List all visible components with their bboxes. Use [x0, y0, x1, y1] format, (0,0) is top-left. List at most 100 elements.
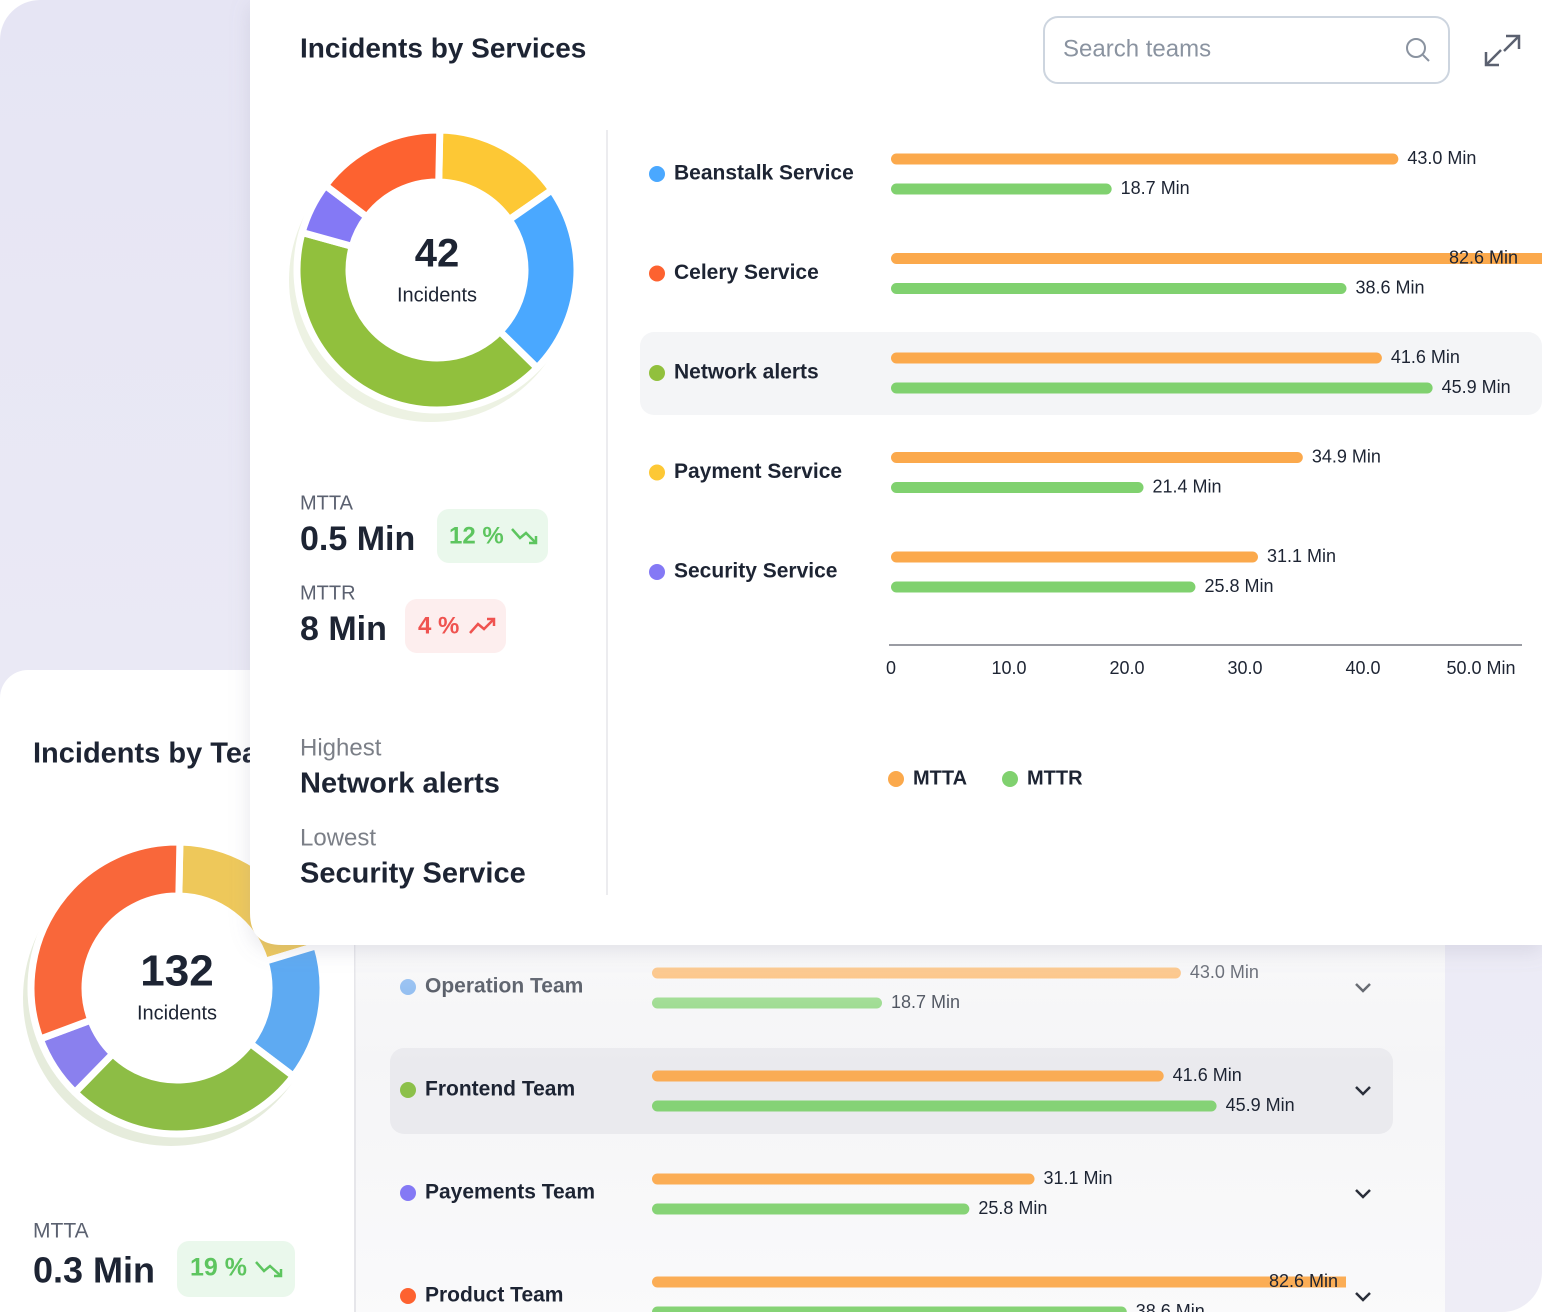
- category-label: Celery Service: [674, 261, 819, 284]
- change-value: 19 %: [190, 1254, 247, 1282]
- x-tick-label: 50.0 Min: [1446, 658, 1515, 678]
- stat-value: 8 Min: [300, 610, 387, 648]
- center-value: 42: [415, 232, 460, 276]
- trend-down-icon: [511, 528, 537, 544]
- bar: [891, 382, 1433, 394]
- services-card: Incidents by Services Search teams MTTA …: [250, 0, 1542, 945]
- stat-label: MTTA: [33, 1220, 89, 1243]
- change-badge: [437, 509, 548, 563]
- stat-value: 0.5 Min: [300, 520, 415, 558]
- bar: [891, 581, 1196, 593]
- donut-center: [88, 899, 266, 1077]
- value-label: 45.9 Min: [1442, 377, 1511, 397]
- expand-chevron: [1355, 1292, 1371, 1302]
- expand-chevron: [1355, 1086, 1371, 1096]
- search-box[interactable]: [1043, 16, 1450, 84]
- value-label: 41.6 Min: [1391, 347, 1460, 367]
- donut-segment: [293, 228, 541, 414]
- donut-segment: [321, 126, 444, 221]
- bar-group: [891, 153, 1542, 593]
- category-label: Product Team: [425, 1284, 563, 1307]
- change-badge: [177, 1241, 295, 1297]
- category-dot: [400, 1082, 416, 1098]
- trend-down-icon: [274, 1269, 283, 1278]
- bar: [652, 1203, 970, 1215]
- category-label: Frontend Team: [425, 1078, 575, 1101]
- value-label: 41.6 Min: [1173, 1065, 1242, 1085]
- category-dot: [649, 564, 665, 580]
- trend-down-icon: [529, 536, 538, 545]
- bar: [652, 1173, 1035, 1185]
- bar: [652, 1070, 1164, 1082]
- bar: [891, 482, 1144, 493]
- category-dot: [400, 1288, 416, 1304]
- value-label: 21.4 Min: [1153, 476, 1222, 496]
- category-label: Network alerts: [674, 361, 819, 384]
- trend-up-icon: [487, 617, 496, 626]
- bar: [652, 1100, 1217, 1112]
- fade-overlay: [355, 945, 1445, 1065]
- trend-up-icon: [469, 618, 495, 634]
- x-tick-label: 20.0: [1109, 658, 1144, 678]
- value-label: 38.6 Min: [1136, 1301, 1205, 1312]
- trend-down-icon: [255, 1261, 282, 1277]
- highest-value: Network alerts: [300, 768, 500, 800]
- value-label: 25.8 Min: [1204, 576, 1273, 596]
- center-value: 132: [140, 947, 213, 996]
- stat-label: MTTA: [300, 492, 354, 514]
- bar: [891, 183, 1112, 195]
- search-icon: [1406, 38, 1426, 58]
- value-label: 31.1 Min: [1267, 546, 1336, 566]
- category-dot: [400, 1185, 416, 1201]
- value-label: 34.9 Min: [1312, 446, 1381, 466]
- category-dot: [649, 464, 665, 481]
- bar: [652, 1306, 1127, 1312]
- bar: [891, 551, 1258, 563]
- expand-icon[interactable]: [1484, 34, 1521, 67]
- row-highlight: [390, 1048, 1393, 1134]
- x-tick-label: 30.0: [1227, 658, 1262, 678]
- donut-segment: [71, 1040, 297, 1138]
- bar: [652, 1276, 1346, 1288]
- change-badge: [405, 599, 506, 653]
- change-value: 12 %: [449, 522, 504, 549]
- value-label: 31.1 Min: [1044, 1168, 1113, 1188]
- search-placeholder: Search teams: [1063, 35, 1211, 62]
- category-label: Payements Team: [425, 1181, 595, 1204]
- search-icon: [1422, 54, 1430, 62]
- value-label: 43.0 Min: [1407, 148, 1476, 168]
- category-label: Payment Service: [674, 460, 842, 483]
- category-dot: [649, 166, 665, 182]
- stat-value: 0.3 Min: [33, 1250, 155, 1291]
- x-tick-label: 40.0: [1345, 658, 1380, 678]
- category-dot: [649, 365, 665, 381]
- category-dot: [649, 265, 665, 282]
- category-label: Security Service: [674, 560, 837, 583]
- expand-chevron: [1355, 1189, 1371, 1199]
- change-value: 4 %: [418, 612, 459, 639]
- category-label: Beanstalk Service: [674, 162, 854, 185]
- x-tick-label: 10.0: [991, 658, 1026, 678]
- center-label: Incidents: [137, 1002, 217, 1024]
- legend-dot: [888, 771, 904, 787]
- legend-label: MTTR: [1027, 767, 1083, 789]
- panel-title: Incidents by Services: [300, 32, 586, 63]
- value-label: 25.8 Min: [978, 1198, 1047, 1218]
- bar: [891, 153, 1399, 165]
- value-label: 38.6 Min: [1355, 277, 1424, 297]
- value-label: 45.9 Min: [1226, 1095, 1295, 1115]
- value-label: 18.7 Min: [1121, 178, 1190, 198]
- lowest-value: Security Service: [300, 858, 526, 890]
- legend-dot: [1002, 771, 1018, 787]
- highest-label: Highest: [300, 734, 382, 761]
- legend-label: MTTA: [913, 767, 967, 789]
- lowest-label: Lowest: [300, 824, 376, 851]
- bar: [891, 452, 1303, 463]
- bar: [891, 253, 1542, 264]
- bar: [891, 283, 1347, 294]
- stat-label: MTTR: [300, 582, 356, 604]
- donut-segment: [27, 838, 184, 1043]
- value-label: 82.6 Min: [1269, 1271, 1338, 1291]
- value-label: 82.6 Min: [1449, 247, 1518, 267]
